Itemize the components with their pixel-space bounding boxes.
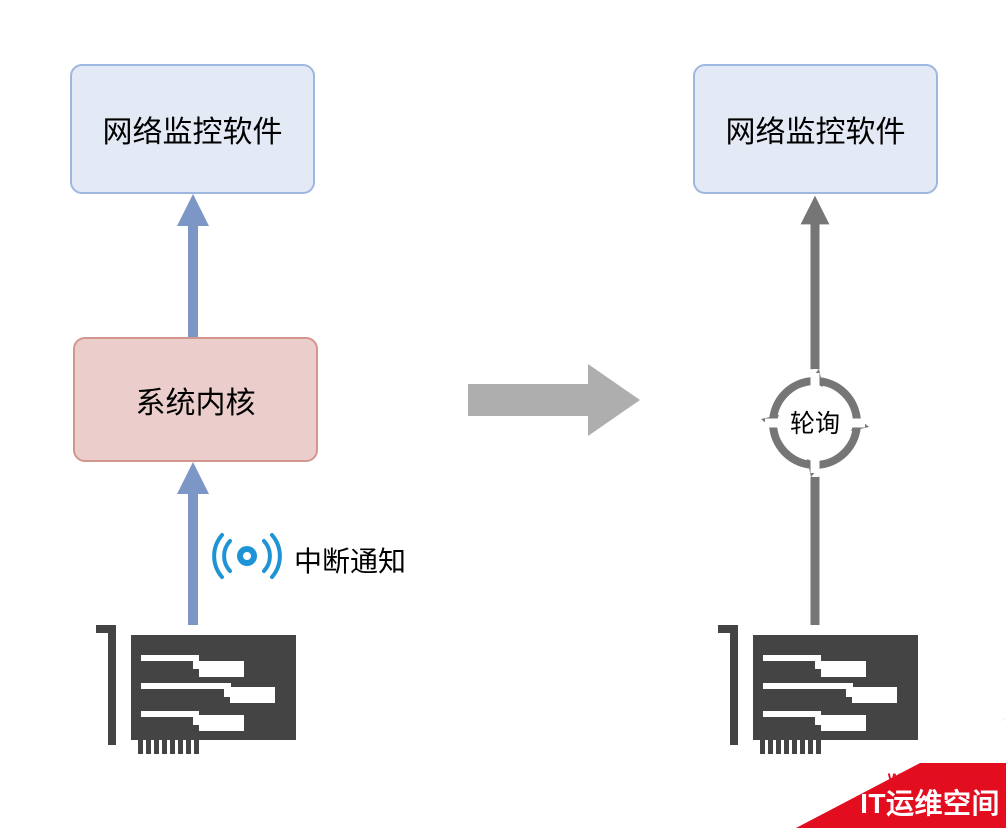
polling-cycle-icon xyxy=(761,369,869,477)
box-kernel: 系统内核 xyxy=(73,337,318,462)
box-label: 网络监控软件 xyxy=(726,107,906,151)
interrupt-broadcast-icon xyxy=(214,535,280,577)
interrupt-label: 中断通知 xyxy=(294,540,406,580)
box-network-monitor-left: 网络监控软件 xyxy=(70,64,315,194)
box-network-monitor-right: 网络监控软件 xyxy=(693,64,938,194)
box-label: 系统内核 xyxy=(136,378,256,422)
polling-label: 轮询 xyxy=(790,410,840,438)
nic-icon-right xyxy=(718,625,918,760)
big-center-arrow xyxy=(468,364,640,436)
box-label: 网络监控软件 xyxy=(103,107,283,151)
watermark-text: IT运维空间 xyxy=(860,782,1000,822)
nic-icon-left xyxy=(96,625,296,760)
watermark-url: WWW.94IP.COM xyxy=(888,770,1000,786)
